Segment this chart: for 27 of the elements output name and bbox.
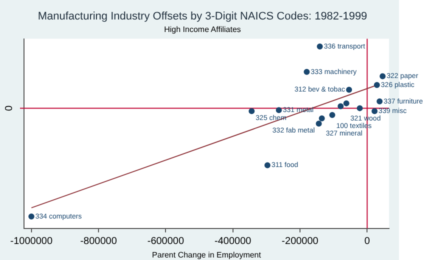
chart-subtitle: High Income Affiliates	[164, 25, 241, 34]
point	[356, 105, 363, 112]
point	[374, 82, 380, 88]
point	[329, 112, 336, 118]
x-axis-title: Parent Change in Employment	[152, 250, 262, 260]
x-tick-label: -800000	[80, 236, 118, 248]
chart-title: Manufacturing Industry Offsets by 3-Digit NAICS Codes: 1982-1999	[38, 10, 368, 23]
ref-line-label: 0	[4, 104, 15, 111]
point	[264, 162, 270, 168]
point	[338, 103, 344, 110]
point	[28, 213, 34, 220]
point	[248, 108, 255, 114]
point	[276, 107, 282, 114]
point	[343, 100, 350, 106]
point	[376, 98, 383, 104]
point	[318, 115, 325, 122]
point	[316, 120, 322, 127]
point	[304, 68, 310, 75]
point	[316, 43, 323, 50]
point	[346, 86, 352, 93]
x-tick-label: -400000	[214, 236, 252, 248]
x-tick-label: -200000	[282, 236, 319, 248]
point	[380, 73, 386, 80]
x-tick-label: -1000000	[10, 236, 53, 248]
x-tick-label: -600000	[147, 236, 184, 248]
x-tick-label: 0	[364, 236, 370, 248]
point	[372, 108, 378, 114]
